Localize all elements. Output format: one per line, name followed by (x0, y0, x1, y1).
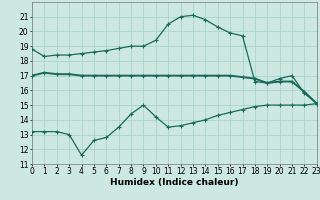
X-axis label: Humidex (Indice chaleur): Humidex (Indice chaleur) (110, 178, 239, 187)
